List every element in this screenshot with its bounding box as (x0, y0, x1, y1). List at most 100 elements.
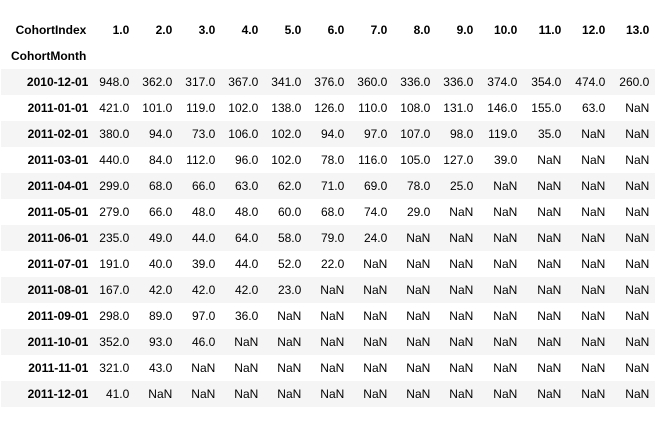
table-cell: 97.0 (191, 309, 216, 323)
table-cell: 93.0 (148, 335, 173, 349)
column-header: 3.0 (198, 23, 216, 37)
table-cell: NaN (406, 309, 431, 323)
table-cell: 63.0 (234, 179, 259, 193)
row-index-label: 2011-10-01 (27, 335, 89, 349)
table-row: 2011-07-01 191.0 40.0 39.0 44.0 52.0 22.0 NaN Na… (1, 251, 655, 277)
table-cell: NaN (363, 361, 388, 375)
table-cell: NaN (581, 231, 606, 245)
table-cell: 317.0 (185, 75, 216, 89)
table-cell: NaN (625, 153, 650, 167)
table-cell: NaN (493, 361, 518, 375)
table-cell: 138.0 (271, 101, 302, 115)
column-header: 4.0 (241, 23, 259, 37)
index-name-row: CohortMonth (1, 43, 655, 69)
table-cell: NaN (581, 283, 606, 297)
table-cell: 352.0 (99, 335, 130, 349)
table-cell: 62.0 (277, 179, 302, 193)
row-index-label: 2011-06-01 (27, 231, 89, 245)
table-cell: NaN (234, 361, 259, 375)
table-cell: 68.0 (148, 179, 173, 193)
row-index-label: 2011-12-01 (27, 387, 89, 401)
row-index-label: 2011-02-01 (27, 127, 89, 141)
empty-header-cell (479, 43, 523, 69)
table-cell: 167.0 (99, 283, 130, 297)
table-cell: NaN (363, 335, 388, 349)
table-cell: NaN (625, 231, 650, 245)
table-cell: NaN (537, 153, 562, 167)
table-cell: NaN (277, 335, 302, 349)
table-cell: 110.0 (358, 101, 388, 115)
table-cell: 64.0 (234, 231, 259, 245)
cohort-dataframe-table: CohortIndex 1.0 2.0 3.0 4.0 5.0 6.0 7.0 8.0 9.0 1… (1, 17, 656, 407)
table-cell: NaN (625, 257, 650, 271)
table-row: 2011-04-01 299.0 68.0 66.0 63.0 62.0 71.0 69.0 7… (1, 173, 656, 199)
table-cell: 146.0 (487, 101, 518, 115)
table-cell: NaN (449, 231, 474, 245)
table-row: 2011-08-01 167.0 42.0 42.0 42.0 23.0 NaN NaN NaN… (1, 277, 656, 303)
table-cell: NaN (449, 257, 474, 271)
table-cell: 106.0 (228, 127, 259, 141)
table-cell: 42.0 (191, 283, 216, 297)
row-index-label: 2011-08-01 (27, 283, 89, 297)
table-cell: 235.0 (99, 231, 130, 245)
table-row: 2011-09-01 298.0 89.0 97.0 36.0 NaN NaN NaN NaN N… (1, 303, 655, 329)
table-cell: NaN (537, 179, 562, 193)
table-cell: 948.0 (99, 75, 130, 89)
empty-header-cell (307, 43, 350, 69)
table-cell: NaN (537, 205, 562, 219)
table-cell: 66.0 (191, 179, 216, 193)
table-cell: 127.0 (443, 153, 474, 167)
table-cell: 48.0 (234, 205, 259, 219)
index-name-label: CohortMonth (11, 49, 87, 63)
table-cell: NaN (449, 283, 474, 297)
table-cell: NaN (493, 387, 518, 401)
table-cell: 39.0 (493, 153, 518, 167)
table-cell: NaN (277, 387, 302, 401)
table-cell: 66.0 (148, 205, 173, 219)
table-cell: NaN (581, 361, 606, 375)
table-row: 2010-12-01 948.0 362.0 317.0 367.0 341.0 376.0… (1, 69, 656, 95)
table-cell: NaN (537, 309, 562, 323)
table-cell: 108.0 (400, 101, 431, 115)
table-cell: NaN (406, 361, 431, 375)
table-cell: 25.0 (449, 179, 474, 193)
table-cell: NaN (363, 387, 388, 401)
table-row: 2011-12-01 41.0 NaN NaN NaN NaN NaN NaN NaN NaN Na… (1, 381, 656, 407)
table-row: 2011-11-01 321.0 43.0 NaN NaN NaN NaN NaN NaN NaN… (1, 355, 655, 381)
table-cell: 112.0 (186, 153, 216, 167)
table-cell: NaN (537, 283, 562, 297)
table-cell: NaN (537, 257, 562, 271)
table-cell: 36.0 (234, 309, 259, 323)
table-cell: NaN (449, 309, 474, 323)
table-cell: 440.0 (99, 153, 130, 167)
table-cell: NaN (363, 257, 388, 271)
table-cell: 474.0 (575, 75, 606, 89)
table-cell: 155.0 (531, 101, 562, 115)
table-cell: 44.0 (234, 257, 259, 271)
empty-header-cell (264, 43, 307, 69)
table-cell: 23.0 (277, 283, 302, 297)
table-cell: 360.0 (357, 75, 388, 89)
table-cell: 94.0 (148, 127, 173, 141)
table-cell: NaN (493, 283, 518, 297)
column-header: 1.0 (112, 23, 130, 37)
table-cell: NaN (406, 335, 431, 349)
column-header: 2.0 (155, 23, 173, 37)
table-cell: NaN (581, 179, 606, 193)
table-cell: 71.0 (320, 179, 345, 193)
table-cell: 35.0 (537, 127, 562, 141)
table-cell: NaN (320, 361, 345, 375)
table-cell: NaN (320, 309, 345, 323)
table-cell: 119.0 (488, 127, 518, 141)
table-cell: 119.0 (186, 101, 216, 115)
table-cell: NaN (581, 387, 606, 401)
table-cell: NaN (625, 361, 650, 375)
table-cell: 102.0 (228, 101, 259, 115)
table-cell: 126.0 (314, 101, 345, 115)
table-cell: 298.0 (99, 309, 130, 323)
table-cell: 74.0 (363, 205, 388, 219)
table-cell: 131.0 (443, 101, 474, 115)
row-index-label: 2011-04-01 (27, 179, 89, 193)
table-cell: 94.0 (320, 127, 345, 141)
table-cell: 102.0 (271, 153, 302, 167)
